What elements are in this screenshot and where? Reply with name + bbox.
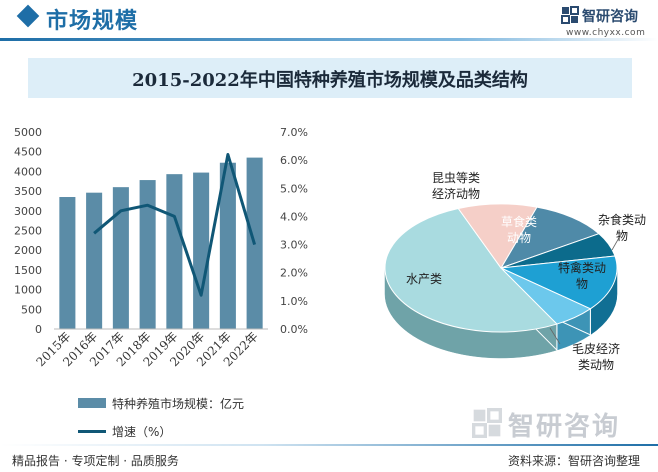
data-source: 资料来源：智研咨询整理 xyxy=(508,454,641,468)
bar-2019年 xyxy=(166,174,183,329)
brand-name: 智研咨询 xyxy=(582,9,638,25)
header-diamond-icon xyxy=(16,4,40,28)
y-left-tick-label: 5000 xyxy=(14,126,42,139)
pie-slice-昆虫等类经济动物 xyxy=(457,203,538,269)
pie-label-特禽类动物: 特禽类动 xyxy=(558,260,606,275)
y-left-tick-label: 3000 xyxy=(14,205,42,218)
pie-label-杂食类动物: 物 xyxy=(616,229,628,243)
market-size-combo-chart: 0 500 1000 1500 2000 2500 3000 3500 4000 4500 5000… xyxy=(14,126,308,369)
zhiyan-logo-icon xyxy=(561,6,579,24)
pie-label-草食类动物: 动物 xyxy=(507,231,531,245)
y-right-tick-label: 5.0% xyxy=(280,182,308,195)
pie-label-毛皮经济类动物: 类动物 xyxy=(578,358,614,372)
y-right-tick-label: 4.0% xyxy=(280,210,308,223)
y-right-tick-label: 3.0% xyxy=(280,239,308,252)
pie-label-杂食类动物: 杂食类动 xyxy=(598,212,646,227)
pie-cut-特禽类动物 xyxy=(500,267,591,336)
y-right-tick-label: 0.0% xyxy=(280,323,308,336)
footer-slogan: 精品报告 · 专项定制 · 品质服务 xyxy=(12,454,179,468)
pie-side-毛皮经济类动物 xyxy=(556,308,591,351)
pie-leader-line xyxy=(549,327,561,345)
y-left-tick-label: 2500 xyxy=(14,225,42,238)
bar-2020年 xyxy=(193,172,210,329)
legend-line-label: 增速（%） xyxy=(112,425,172,439)
pie-slice-草食类动物 xyxy=(499,206,600,269)
bar-2017年 xyxy=(112,187,129,329)
legend-bar-swatch xyxy=(78,398,106,408)
pie-side-水产类 xyxy=(384,267,558,359)
y-right-tick-label: 1.0% xyxy=(280,295,308,308)
pie-leader-line xyxy=(611,235,621,251)
y-right-tick-label: 7.0% xyxy=(280,126,308,139)
bar-2021年 xyxy=(219,162,236,329)
watermark-text: 智研咨询 xyxy=(508,412,621,442)
pie-label-毛皮经济类动物: 毛皮经济 xyxy=(572,341,620,356)
pie-label-昆虫等类经济动物: 经济动物 xyxy=(432,186,480,201)
y-left-tick-label: 1500 xyxy=(14,264,42,277)
pie-slice-特禽类动物 xyxy=(499,255,618,310)
legend-bar-label: 特种养殖市场规模：亿元 xyxy=(112,397,245,411)
y-left-tick-label: 0 xyxy=(35,323,42,336)
header-underline xyxy=(0,38,658,41)
pie-label-水产类: 水产类 xyxy=(406,272,442,286)
y-left-tick-label: 1000 xyxy=(14,284,42,297)
brand-website: www.chyxx.com xyxy=(566,28,646,38)
y-right-tick-label: 2.0% xyxy=(280,267,308,280)
chart-title-band xyxy=(28,58,632,98)
pie-side-特禽类动物 xyxy=(590,267,618,336)
y-left-tick-label: 4500 xyxy=(14,146,42,159)
pie-label-昆虫等类经济动物: 昆虫等类 xyxy=(432,171,480,185)
legend-line-swatch xyxy=(78,430,106,433)
pie-slice-杂食类动物 xyxy=(500,233,616,269)
pie-slice-毛皮经济类动物 xyxy=(500,267,592,325)
pie-cut-毛皮经济类动物 xyxy=(500,267,591,336)
footer-band xyxy=(0,444,658,446)
chart-title: 2015-2022年中国特种养殖市场规模及品类结构 xyxy=(132,70,528,91)
pie-cut-毛皮经济类动物 xyxy=(500,266,558,352)
y-left-tick-label: 3500 xyxy=(14,185,42,198)
pie-slice-水产类 xyxy=(384,207,558,333)
y-right-tick-label: 6.0% xyxy=(280,154,308,167)
y-left-tick-label: 500 xyxy=(21,303,42,316)
pie-label-特禽类动物: 物 xyxy=(576,277,588,291)
pie-cut-水产类 xyxy=(500,266,558,352)
section-title: 市场规模 xyxy=(46,9,139,34)
pie-label-草食类动物: 草食类 xyxy=(501,214,537,229)
bar-2015年 xyxy=(59,197,76,329)
watermark-logo-icon xyxy=(472,408,502,438)
y-left-tick-label: 2000 xyxy=(14,244,42,257)
bar-2018年 xyxy=(139,180,156,329)
page-header: 市场规模 智研咨询 www.chyxx.com xyxy=(0,0,658,44)
bar-2016年 xyxy=(86,192,103,329)
y-left-tick-label: 4000 xyxy=(14,165,42,178)
